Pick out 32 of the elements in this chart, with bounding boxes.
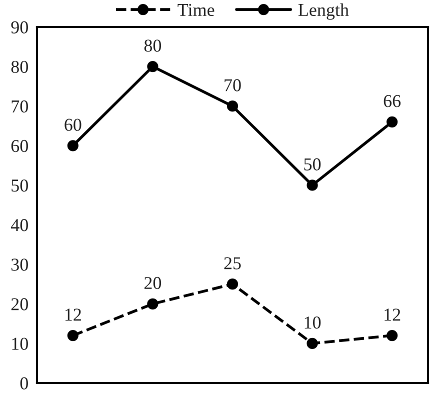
y-tick-label: 70 bbox=[12, 100, 28, 113]
data-label: 70 bbox=[224, 79, 241, 92]
legend-label: Time bbox=[178, 4, 214, 16]
point bbox=[226, 278, 238, 290]
data-label: 12 bbox=[65, 308, 81, 321]
y-tick-label: 90 bbox=[11, 21, 28, 34]
y-tick-label: 10 bbox=[12, 338, 28, 350]
data-label: 10 bbox=[304, 316, 321, 329]
data-label: 66 bbox=[384, 95, 401, 108]
y-tick-label: 30 bbox=[11, 258, 28, 271]
y-tick-label: 60 bbox=[11, 140, 28, 152]
y-tick-label: 80 bbox=[11, 60, 28, 73]
data-label: 60 bbox=[64, 118, 82, 131]
point bbox=[67, 330, 78, 342]
y-tick-label: 40 bbox=[10, 219, 28, 232]
point bbox=[306, 180, 318, 191]
data-label: 50 bbox=[304, 158, 321, 170]
legend-label: Length bbox=[298, 3, 349, 20]
point bbox=[306, 338, 318, 349]
data-label: 20 bbox=[144, 276, 162, 290]
point bbox=[386, 330, 398, 342]
point bbox=[147, 61, 158, 72]
point bbox=[147, 298, 158, 310]
point bbox=[226, 100, 238, 112]
data-label: 25 bbox=[224, 257, 241, 270]
y-tick-label: 50 bbox=[12, 179, 28, 192]
data-label: 80 bbox=[144, 40, 162, 52]
y-tick-label: 0 bbox=[20, 377, 28, 390]
data-label: 12 bbox=[384, 308, 400, 321]
point bbox=[386, 116, 398, 128]
y-tick-label: 20 bbox=[11, 298, 28, 310]
point bbox=[67, 140, 78, 152]
